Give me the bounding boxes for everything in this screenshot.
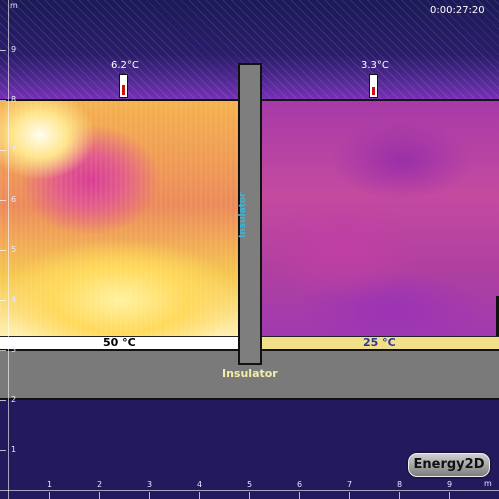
- vertical-ruler-label: 7: [11, 145, 17, 154]
- horizontal-ruler-tick: [249, 492, 250, 499]
- thermometer-left-reading: 6.2°C: [111, 60, 139, 71]
- horizontal-ruler-label: 3: [147, 480, 153, 489]
- horizontal-ruler-tick: [449, 492, 450, 499]
- insulator-slab-label: Insulator: [222, 367, 278, 380]
- horizontal-ruler-label: 7: [347, 480, 353, 489]
- vertical-ruler-tick: [0, 200, 6, 201]
- vertical-ruler-tick: [0, 300, 6, 301]
- thermometer-right-reading: 3.3°C: [361, 60, 389, 71]
- right-heater-label: 25 °C: [363, 336, 396, 349]
- horizontal-ruler-label: 6: [297, 480, 303, 489]
- vertical-ruler-label: 3: [11, 345, 17, 354]
- horizontal-ruler-tick: [349, 492, 350, 499]
- left-room-heatmap: [0, 100, 238, 336]
- simulation-timer: 0:00:27:20: [430, 5, 485, 16]
- insulator-wall[interactable]: [238, 63, 262, 365]
- right-room-heatmap: [262, 100, 499, 336]
- vertical-ruler-label: 1: [11, 445, 17, 454]
- left-heater-strip[interactable]: [0, 336, 238, 349]
- thermometer-left-fill: [122, 85, 125, 95]
- right-edge-wall: [496, 296, 499, 336]
- horizontal-ruler-tick: [299, 492, 300, 499]
- vertical-ruler: [0, 0, 9, 499]
- ground-region: [0, 400, 499, 499]
- vertical-ruler-tick: [0, 150, 6, 151]
- horizontal-ruler-unit: m: [484, 479, 492, 488]
- horizontal-ruler-tick: [199, 492, 200, 499]
- thermometer-left[interactable]: [119, 74, 128, 98]
- vertical-ruler-tick: [0, 350, 6, 351]
- horizontal-ruler: [0, 490, 499, 499]
- energy2d-badge[interactable]: Energy2D: [408, 453, 490, 477]
- vertical-ruler-tick: [0, 250, 6, 251]
- vertical-ruler-tick: [0, 450, 6, 451]
- vertical-ruler-tick: [0, 50, 6, 51]
- horizontal-ruler-label: 5: [247, 480, 253, 489]
- vertical-ruler-label: 9: [11, 45, 17, 54]
- vertical-ruler-label: 4: [11, 295, 17, 304]
- horizontal-ruler-tick: [149, 492, 150, 499]
- vertical-ruler-tick: [0, 400, 6, 401]
- left-heater-label: 50 °C: [103, 336, 136, 349]
- horizontal-ruler-label: 9: [447, 480, 453, 489]
- vertical-ruler-label: 8: [11, 95, 17, 104]
- vertical-ruler-label: 2: [11, 395, 17, 404]
- horizontal-ruler-label: 1: [47, 480, 53, 489]
- horizontal-ruler-tick: [99, 492, 100, 499]
- vertical-ruler-unit: m: [10, 1, 18, 10]
- horizontal-ruler-label: 8: [397, 480, 403, 489]
- vertical-ruler-tick: [0, 100, 6, 101]
- horizontal-ruler-label: 2: [97, 480, 103, 489]
- insulator-wall-label: Insulator: [238, 192, 248, 238]
- horizontal-ruler-label: 4: [197, 480, 203, 489]
- right-heater-strip[interactable]: [262, 336, 499, 349]
- horizontal-ruler-tick: [49, 492, 50, 499]
- vertical-ruler-label: 5: [11, 245, 17, 254]
- thermometer-right-fill: [372, 87, 375, 95]
- horizontal-ruler-tick: [399, 492, 400, 499]
- thermometer-right[interactable]: [369, 74, 378, 98]
- vertical-ruler-label: 6: [11, 195, 17, 204]
